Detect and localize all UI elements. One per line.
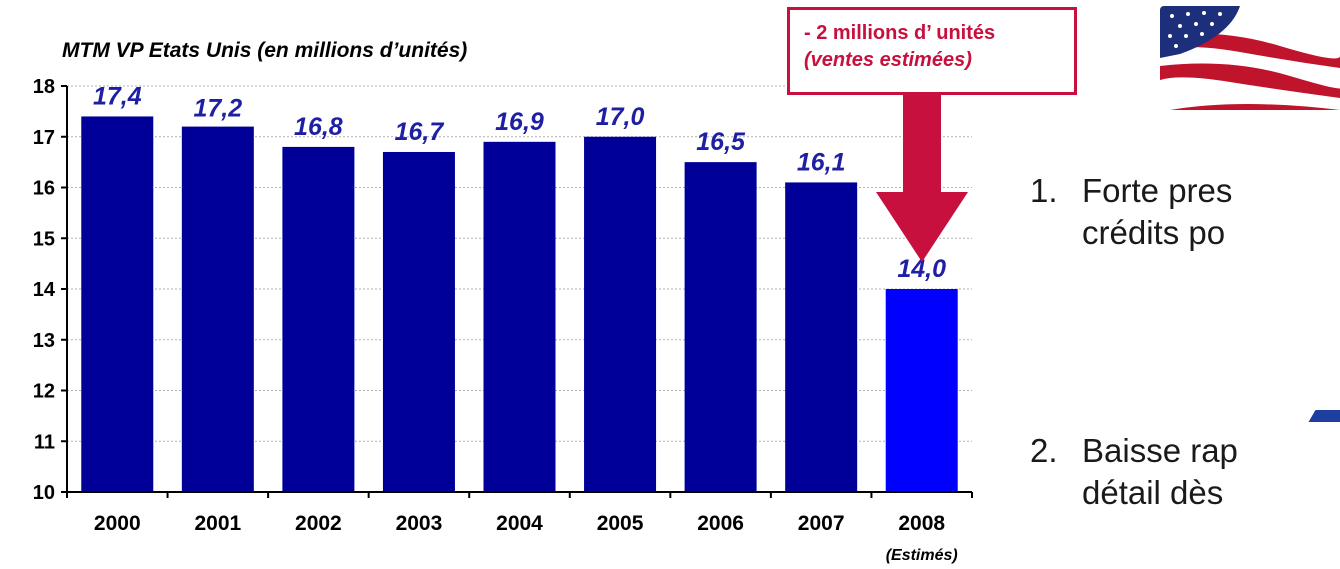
- bullet-item-1: 1. Forte pres crédits po: [1030, 170, 1232, 254]
- decline-arrow: [876, 95, 968, 262]
- bullet-text-line1: Forte pres: [1082, 172, 1233, 209]
- y-tick-label: 10: [33, 482, 55, 504]
- bar-2002: [282, 146, 355, 492]
- x-tick-label: 2003: [396, 512, 443, 535]
- y-tick-label: 14: [33, 279, 56, 301]
- value-labels: 17,4 17,216,8 16,7 16,9 17,016,516,114,0: [93, 82, 946, 283]
- x-tick-label: 2008: [898, 512, 945, 535]
- value-label: 16,8: [294, 113, 343, 141]
- us-flag-icon: [1160, 6, 1340, 110]
- y-tick-label: 16: [33, 178, 55, 200]
- y-tick-label: 12: [33, 381, 55, 403]
- bar-2008: [885, 289, 958, 492]
- value-label: 16,5: [696, 128, 746, 156]
- x-tick-label: 2002: [295, 512, 342, 535]
- bar-2003: [382, 151, 455, 492]
- value-label: 17,4: [93, 82, 142, 110]
- x-tick-label: 2005: [597, 512, 644, 535]
- decorative-shape: [1308, 410, 1340, 422]
- decline-callout: - 2 millions d’ unités (ventes estimées): [787, 7, 1077, 95]
- bar-chart: MTM VP Etats Unis (en millions d’unités)…: [33, 39, 973, 564]
- x-tick-label: 2006: [697, 512, 744, 535]
- value-label: 17,0: [596, 103, 645, 131]
- bullet-text-line2: détail dès: [1082, 474, 1224, 511]
- chart-title: MTM VP Etats Unis (en millions d’unités): [62, 39, 467, 62]
- down-arrow-icon: [876, 95, 968, 262]
- value-label: 16,1: [797, 148, 846, 176]
- bars: [81, 116, 958, 493]
- x-tick-label: 2001: [194, 512, 241, 535]
- x-tick-label: 2007: [798, 512, 845, 535]
- value-label: 16,9: [495, 108, 544, 136]
- category-note: (Estimés): [886, 547, 958, 564]
- bar-2001: [181, 126, 254, 492]
- bullet-text-line1: Baisse rap: [1082, 432, 1238, 469]
- value-label: 17,2: [193, 95, 242, 123]
- value-label: 16,7: [395, 118, 445, 146]
- y-tick-label: 13: [33, 330, 55, 352]
- bar-2000: [81, 116, 154, 492]
- axes: 10 11 12 13 14 15 16 17 18 2000 2001 2002 2003 2004 20…: [33, 76, 973, 564]
- bullet-item-2: 2. Baisse rap détail dès: [1030, 430, 1238, 514]
- bullet-number: 2.: [1030, 432, 1058, 469]
- bullet-text-line2: crédits po: [1082, 214, 1226, 251]
- callout-line2: (ventes estimées): [804, 49, 972, 71]
- bar-2004: [483, 141, 556, 492]
- callout-line1: - 2 millions d’ unités: [804, 22, 996, 44]
- bar-2006: [684, 162, 757, 492]
- y-tick-label: 15: [33, 228, 55, 250]
- y-tick-label: 17: [33, 127, 55, 149]
- bar-2007: [785, 182, 858, 493]
- y-tick-label: 18: [33, 76, 55, 98]
- y-tick-label: 11: [34, 431, 55, 453]
- bullet-number: 1.: [1030, 172, 1058, 209]
- bar-2005: [584, 136, 657, 492]
- x-tick-label: 2004: [496, 512, 543, 535]
- x-tick-label: 2000: [94, 512, 141, 535]
